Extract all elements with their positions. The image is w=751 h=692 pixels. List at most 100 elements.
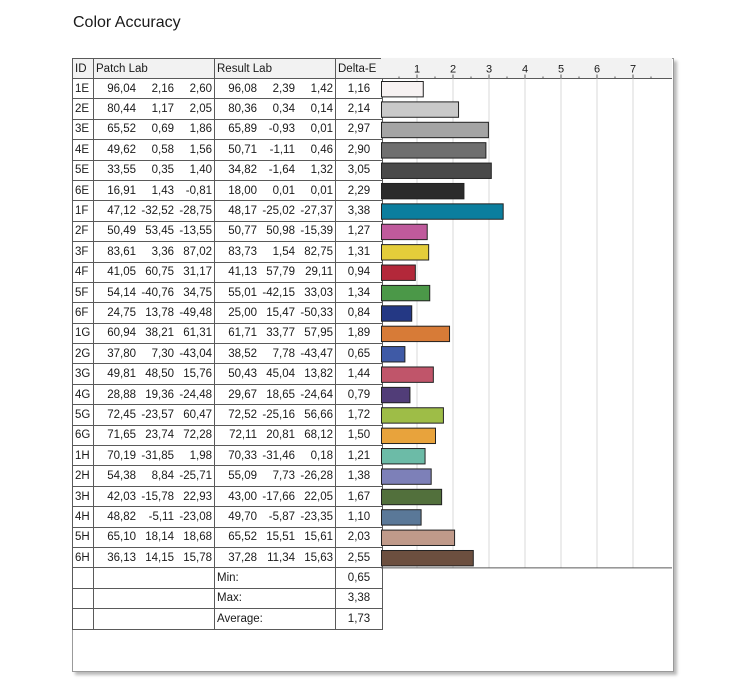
patch-lab-cell: 72,45 -23,57 60,47 [93,404,215,426]
patch-id: 5E [72,159,94,181]
patch-id: 1E [72,77,94,100]
table-row: 5H 65,10 18,14 18,68 65,52 15,51 15,61 2,03 [72,526,383,548]
patch-lab-b: 2,05 [189,103,212,116]
patch-id: 5G [72,404,94,426]
patch-lab-cell: 33,55 0,35 1,40 [93,159,215,181]
result-lab-cell: 80,36 0,34 0,14 [214,98,336,120]
patch-lab-values: 16,91 1,43 -0,81 [96,185,212,197]
patch-lab-a: 7,30 [151,347,174,360]
patch-lab-values: 49,62 0,58 1,56 [96,144,212,156]
result-lab-b: -27,37 [300,205,333,218]
summary-value: 0,65 [335,567,383,589]
delta-e-value: 1,38 [335,465,383,487]
result-lab-a: -25,02 [262,205,295,218]
summary-row: Max: 3,38 [72,587,383,610]
patch-lab-cell: 70,19 -31,85 1,98 [93,445,215,467]
result-lab-a: 33,77 [266,327,295,340]
table-row: 5G 72,45 -23,57 60,47 72,52 -25,16 56,66 1,72 [72,404,383,426]
result-lab-l: 72,52 [228,408,257,421]
patch-lab-values: 54,14 -40,76 34,75 [96,287,212,299]
x-tick-label: 1 [414,64,420,76]
patch-lab-values: 83,61 3,36 87,02 [96,246,212,258]
table-row: 4H 48,82 -5,11 -23,08 49,70 -5,87 -23,35 1,10 [72,506,383,528]
table-row: 3F 83,61 3,36 87,02 83,73 1,54 82,75 1,31 [72,241,383,263]
patch-lab-cell: 16,91 1,43 -0,81 [93,179,215,202]
patch-lab-values: 96,04 2,16 2,60 [96,83,212,95]
patch-lab-cell: 47,12 -32,52 -28,75 [93,200,215,222]
result-lab-b: 0,01 [310,184,333,197]
patch-lab-b: 18,68 [183,531,212,544]
result-lab-a: 1,54 [272,245,295,258]
patch-lab-l: 83,61 [107,245,136,258]
result-lab-cell: 96,08 2,39 1,42 [214,77,336,100]
result-lab-l: 55,01 [228,286,257,299]
patch-lab-values: 72,45 -23,57 60,47 [96,409,212,421]
patch-lab-b: -13,55 [179,225,212,238]
patch-id: 5F [72,281,94,304]
patch-id: 2H [72,465,94,487]
result-lab-b: 57,95 [304,327,333,340]
patch-lab-cell: 37,80 7,30 -43,04 [93,343,215,365]
result-lab-values: 72,11 20,81 68,12 [217,429,333,441]
delta-e-value: 1,34 [335,281,383,304]
patch-lab-l: 41,05 [107,266,136,279]
result-lab-b: -26,28 [300,470,333,483]
patch-lab-values: 70,19 -31,85 1,98 [96,450,212,462]
result-lab-b: 0,18 [310,449,333,462]
result-lab-b: -23,35 [300,510,333,523]
patch-lab-l: 65,10 [107,531,136,544]
patch-lab-a: 2,16 [151,82,174,95]
patch-lab-b: 61,31 [183,327,212,340]
patch-lab-a: 19,36 [145,388,174,401]
delta-e-value: 3,38 [335,200,383,222]
patch-lab-b: 34,75 [183,286,212,299]
summary-label: Min: [214,567,336,589]
patch-lab-a: -23,57 [141,408,174,421]
header-result-lab: Result Lab [214,58,336,79]
result-lab-values: 48,17 -25,02 -27,37 [217,205,333,217]
patch-lab-l: 96,04 [107,82,136,95]
chart-header-band [381,58,672,79]
result-lab-l: 96,08 [228,82,257,95]
result-lab-cell: 50,43 45,04 13,82 [214,363,336,385]
bar-6H [381,549,474,567]
table-row: 4G 28,88 19,36 -24,48 29,67 18,65 -24,64 0,79 [72,383,383,406]
patch-lab-l: 65,52 [107,123,136,136]
bar-4G [381,386,411,404]
patch-id: 6H [72,546,94,569]
patch-lab-b: 1,40 [189,164,212,177]
result-lab-b: 0,14 [310,103,333,116]
result-lab-a: 7,78 [272,347,295,360]
patch-id: 5H [72,526,94,548]
bar-1F [381,203,504,220]
result-lab-l: 55,09 [228,470,257,483]
result-lab-values: 65,52 15,51 15,61 [217,531,333,543]
result-lab-values: 18,00 0,01 0,01 [217,185,333,197]
table-row: 6H 36,13 14,15 15,78 37,28 11,34 15,63 2,55 [72,546,383,569]
result-lab-l: 61,71 [228,327,257,340]
result-lab-cell: 61,71 33,77 57,95 [214,322,336,345]
result-lab-b: 68,12 [304,429,333,442]
result-lab-cell: 72,11 20,81 68,12 [214,424,336,447]
table-row: 1F 47,12 -32,52 -28,75 48,17 -25,02 -27,37 3,38 [72,200,383,222]
result-lab-cell: 18,00 0,01 0,01 [214,179,336,202]
result-lab-cell: 34,82 -1,64 1,32 [214,159,336,181]
patch-lab-l: 24,75 [107,306,136,319]
delta-e-value: 1,72 [335,404,383,426]
summary-row: Min: 0,65 [72,567,383,589]
result-lab-cell: 29,67 18,65 -24,64 [214,383,336,406]
patch-lab-values: 50,49 53,45 -13,55 [96,225,212,237]
delta-e-value: 3,05 [335,159,383,181]
result-lab-b: 1,42 [310,82,333,95]
patch-lab-a: -40,76 [141,286,174,299]
bar-5G [381,407,444,424]
bar-6G [381,427,436,445]
patch-lab-a: 8,84 [151,470,174,483]
result-lab-b: -50,33 [300,306,333,319]
patch-lab-cell: 65,10 18,14 18,68 [93,526,215,548]
result-lab-b: 82,75 [304,245,333,258]
result-lab-a: 15,47 [266,306,295,319]
patch-lab-values: 80,44 1,17 2,05 [96,103,212,115]
patch-lab-cell: 49,81 48,50 15,76 [93,363,215,385]
result-lab-a: 2,39 [272,82,295,95]
